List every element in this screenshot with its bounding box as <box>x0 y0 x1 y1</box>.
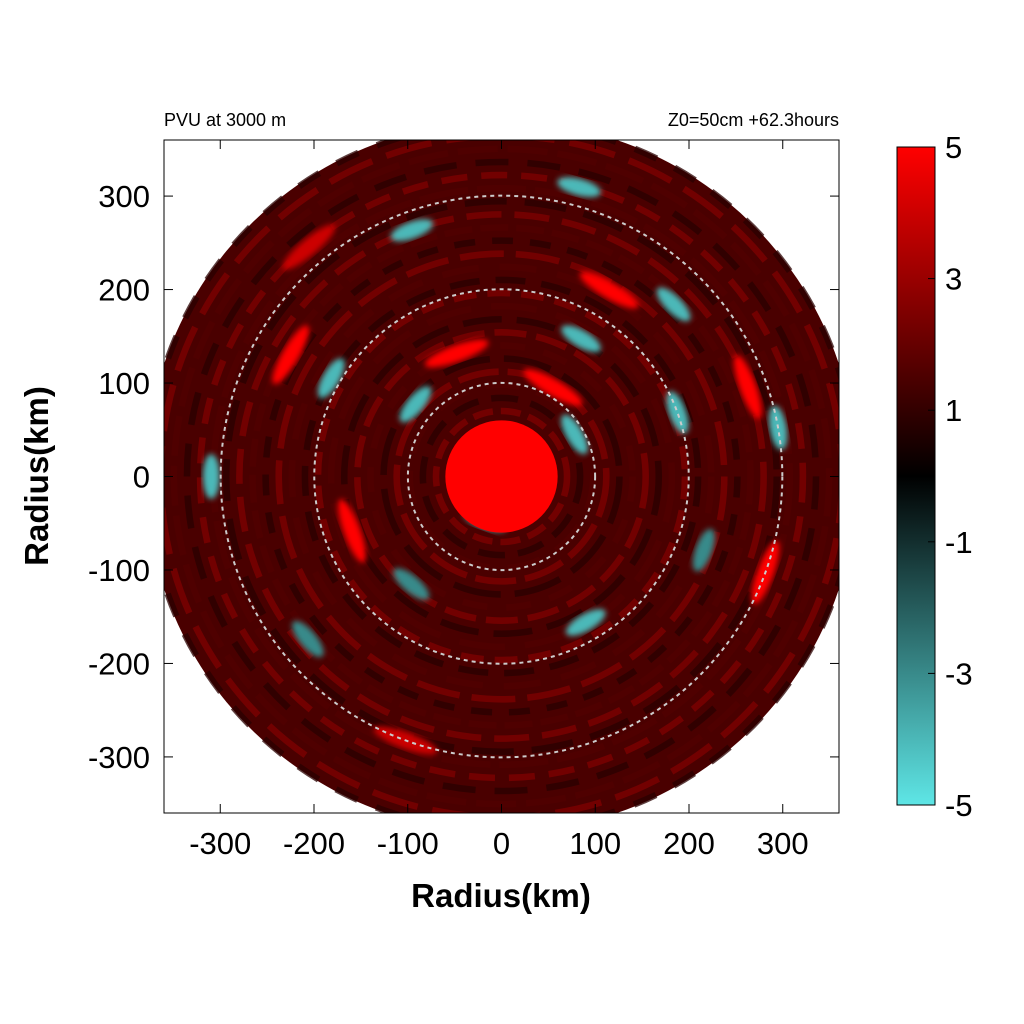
anomaly-blob <box>692 528 715 572</box>
y-tick-label: -100 <box>88 553 150 588</box>
colorbar-tick-label: 5 <box>945 130 962 165</box>
title-right: Z0=50cm +62.3hours <box>668 110 839 130</box>
anomaly-blob <box>557 177 601 198</box>
y-tick-label: -200 <box>88 646 150 681</box>
anomaly-blob <box>393 568 430 600</box>
y-axis: -300 -200 -100 0 100 200 300 <box>88 179 839 775</box>
x-tick-label: -100 <box>377 826 439 861</box>
ring-band <box>327 302 676 651</box>
anomaly-blob <box>733 355 762 419</box>
ring-band <box>380 355 623 598</box>
ring-band <box>354 329 649 624</box>
colorbar-ticks: 5 3 1 -1 -3 -5 <box>928 130 973 823</box>
title-left: PVU at 3000 m <box>164 110 286 130</box>
anomaly-blob <box>272 325 310 385</box>
ring-band <box>367 342 636 611</box>
ring-band <box>419 394 584 559</box>
reference-circle-300 <box>219 194 784 759</box>
anomaly-blob <box>656 287 691 322</box>
y-axis-label: Radius(km) <box>18 386 55 566</box>
x-tick-label: 200 <box>663 826 715 861</box>
reference-circle-200 <box>313 288 690 665</box>
x-axis: -300 -200 -100 0 100 200 300 <box>189 140 809 861</box>
anomaly-blob <box>317 358 345 399</box>
ring-band <box>196 171 807 782</box>
ring-band <box>275 250 728 703</box>
ring-band <box>236 211 767 742</box>
y-tick-label: 300 <box>98 179 150 214</box>
anomaly-blob <box>561 325 601 353</box>
x-tick-label: 100 <box>569 826 621 861</box>
anomaly-rings <box>164 140 839 813</box>
ring-band <box>249 224 754 729</box>
colorbar-tick-label: -1 <box>945 525 973 560</box>
y-tick-label: -300 <box>88 740 150 775</box>
ring-band <box>406 381 597 572</box>
anomaly-blob <box>579 271 639 309</box>
y-tick-label: 100 <box>98 366 150 401</box>
anomaly-blob <box>666 391 689 434</box>
ring-band <box>183 158 820 795</box>
y-tick-label: 0 <box>133 460 150 495</box>
anomaly-blob <box>292 620 324 658</box>
x-tick-label: -200 <box>283 826 345 861</box>
anomaly-blob <box>399 386 432 423</box>
colorbar-gradient <box>896 146 936 806</box>
ring-band <box>340 315 663 638</box>
ring-band <box>262 237 741 716</box>
x-tick-label: 300 <box>757 826 809 861</box>
x-tick-label: 0 <box>493 826 510 861</box>
anomaly-blob <box>390 219 434 242</box>
colorbar-tick-label: 1 <box>945 393 962 428</box>
colorbar-tick-label: -3 <box>945 656 973 691</box>
ring-band <box>223 198 780 755</box>
anomaly-blob <box>561 414 588 455</box>
anomaly-blob <box>282 224 336 270</box>
anomaly-blob <box>424 339 489 368</box>
anomaly-blob <box>202 454 220 499</box>
y-tick-label: 200 <box>98 273 150 308</box>
anomaly-blob <box>565 609 606 636</box>
reference-circle-100 <box>406 381 597 572</box>
x-axis-label: Radius(km) <box>411 877 591 914</box>
ring-band <box>301 276 702 677</box>
ring-band <box>393 368 610 585</box>
anomaly-blob <box>523 368 583 406</box>
x-tick-label: -300 <box>189 826 251 861</box>
colorbar: 5 3 1 -1 -3 -5 <box>896 130 973 823</box>
reference-circles <box>219 194 784 759</box>
colorbar-tick-label: 3 <box>945 262 962 297</box>
plot-area <box>164 140 839 813</box>
ring-band <box>288 263 715 690</box>
colorbar-tick-label: -5 <box>945 788 973 823</box>
anomaly-blob <box>337 499 366 563</box>
ring-band <box>314 289 689 664</box>
core-max <box>445 420 558 533</box>
ring-band <box>432 407 571 546</box>
